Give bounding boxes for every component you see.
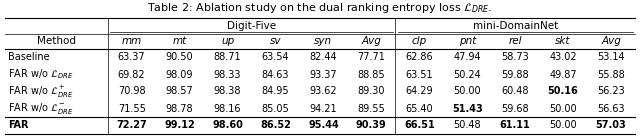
Text: 60.48: 60.48 (501, 86, 529, 97)
Text: 90.39: 90.39 (356, 120, 387, 131)
Text: 50.24: 50.24 (453, 69, 481, 80)
Text: 56.23: 56.23 (597, 86, 625, 97)
Text: 82.44: 82.44 (310, 52, 337, 63)
Text: up: up (221, 36, 234, 47)
Text: 63.37: 63.37 (118, 52, 145, 63)
Text: 61.11: 61.11 (500, 120, 531, 131)
Text: 49.87: 49.87 (549, 69, 577, 80)
Text: 70.98: 70.98 (118, 86, 145, 97)
Text: FAR: FAR (8, 120, 29, 131)
Text: 59.68: 59.68 (501, 103, 529, 114)
Text: 99.12: 99.12 (164, 120, 195, 131)
Text: 50.48: 50.48 (453, 120, 481, 131)
Text: 58.73: 58.73 (501, 52, 529, 63)
Text: 71.55: 71.55 (118, 103, 145, 114)
Text: 59.88: 59.88 (501, 69, 529, 80)
Text: Baseline: Baseline (8, 52, 50, 63)
Text: FAR w/o $\mathcal{L}_{DRE}$: FAR w/o $\mathcal{L}_{DRE}$ (8, 68, 74, 81)
Text: 50.00: 50.00 (549, 103, 577, 114)
Text: mt: mt (172, 36, 187, 47)
Text: sv: sv (269, 36, 281, 47)
Text: 88.85: 88.85 (358, 69, 385, 80)
Text: syn: syn (314, 36, 332, 47)
Text: 64.29: 64.29 (406, 86, 433, 97)
Text: 98.57: 98.57 (166, 86, 193, 97)
Text: 72.27: 72.27 (116, 120, 147, 131)
Text: 98.16: 98.16 (214, 103, 241, 114)
Text: 55.88: 55.88 (597, 69, 625, 80)
Text: 50.00: 50.00 (453, 86, 481, 97)
Text: 85.05: 85.05 (262, 103, 289, 114)
Text: Method: Method (37, 36, 76, 47)
Text: 63.54: 63.54 (262, 52, 289, 63)
Text: 86.52: 86.52 (260, 120, 291, 131)
Text: Avg: Avg (601, 36, 621, 47)
Text: 98.33: 98.33 (214, 69, 241, 80)
Text: 50.16: 50.16 (548, 86, 579, 97)
Text: 84.95: 84.95 (262, 86, 289, 97)
Text: clp: clp (412, 36, 427, 47)
Text: 50.00: 50.00 (549, 120, 577, 131)
Text: 66.51: 66.51 (404, 120, 435, 131)
Text: Avg: Avg (362, 36, 381, 47)
Text: 94.21: 94.21 (310, 103, 337, 114)
Text: 93.37: 93.37 (310, 69, 337, 80)
Text: 69.82: 69.82 (118, 69, 145, 80)
Text: FAR w/o $\mathcal{L}^+_{DRE}$: FAR w/o $\mathcal{L}^+_{DRE}$ (8, 84, 74, 100)
Text: 43.02: 43.02 (549, 52, 577, 63)
Text: 98.60: 98.60 (212, 120, 243, 131)
Text: 53.14: 53.14 (597, 52, 625, 63)
Text: 98.78: 98.78 (166, 103, 193, 114)
Text: 57.03: 57.03 (596, 120, 627, 131)
Text: 90.50: 90.50 (166, 52, 193, 63)
Text: Table 2: Ablation study on the dual ranking entropy loss $\mathcal{L}_{DRE}$.: Table 2: Ablation study on the dual rank… (147, 1, 493, 15)
Text: 47.94: 47.94 (453, 52, 481, 63)
Text: rel: rel (508, 36, 522, 47)
Text: 93.62: 93.62 (310, 86, 337, 97)
Text: 77.71: 77.71 (357, 52, 385, 63)
Text: 84.63: 84.63 (262, 69, 289, 80)
Text: 98.38: 98.38 (214, 86, 241, 97)
Text: FAR w/o $\mathcal{L}^-_{DRE}$: FAR w/o $\mathcal{L}^-_{DRE}$ (8, 101, 74, 116)
Text: 62.86: 62.86 (406, 52, 433, 63)
Text: skt: skt (556, 36, 571, 47)
Text: 56.63: 56.63 (597, 103, 625, 114)
Text: Digit-Five: Digit-Five (227, 21, 276, 31)
Text: mm: mm (122, 36, 142, 47)
Text: 65.40: 65.40 (406, 103, 433, 114)
Text: 63.51: 63.51 (406, 69, 433, 80)
Text: 89.55: 89.55 (358, 103, 385, 114)
Text: 88.71: 88.71 (214, 52, 241, 63)
Text: 95.44: 95.44 (308, 120, 339, 131)
Text: mini-DomainNet: mini-DomainNet (472, 21, 558, 31)
Text: 89.30: 89.30 (358, 86, 385, 97)
Text: pnt: pnt (458, 36, 476, 47)
Text: 98.09: 98.09 (166, 69, 193, 80)
Text: 51.43: 51.43 (452, 103, 483, 114)
